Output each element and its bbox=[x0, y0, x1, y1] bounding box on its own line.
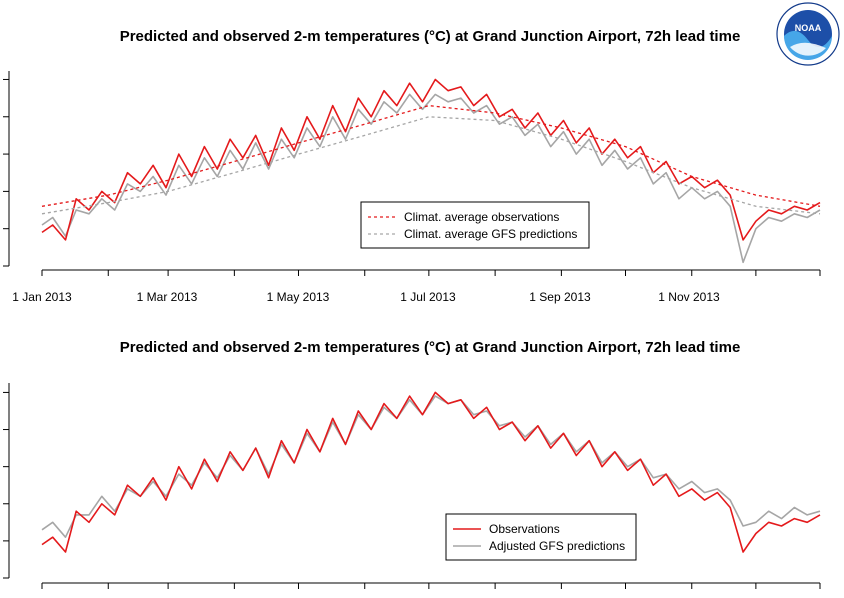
noaa-logo-text: NOAA bbox=[795, 23, 822, 33]
chart-top-x-axis bbox=[41, 269, 821, 276]
chart-top-series-gfs-predictions bbox=[41, 93, 821, 264]
legend-label-observations: Observations bbox=[489, 522, 560, 536]
legend-label-climat-gfs: Climat. average GFS predictions bbox=[404, 227, 577, 241]
noaa-logo: NOAA bbox=[776, 2, 840, 66]
chart-top-series bbox=[41, 78, 821, 264]
x-tick-label-mar: 1 Mar 2013 bbox=[137, 290, 198, 304]
legend-label-adjusted-gfs: Adjusted GFS predictions bbox=[489, 539, 625, 553]
x-tick-label-sep: 1 Sep 2013 bbox=[529, 290, 591, 304]
chart-bottom-series-adjusted-gfs-predictions bbox=[41, 395, 821, 539]
chart-bottom-y-axis bbox=[3, 383, 10, 579]
x-tick-label-nov: 1 Nov 2013 bbox=[658, 290, 720, 304]
x-tick-label-jul: 1 Jul 2013 bbox=[400, 290, 456, 304]
chart-top-legend: Climat. average observations Climat. ave… bbox=[360, 201, 590, 249]
chart-top-legend-box bbox=[360, 201, 590, 249]
x-tick-label-may: 1 May 2013 bbox=[267, 290, 330, 304]
chart-bottom-x-axis bbox=[41, 582, 821, 589]
chart-bottom-legend: Observations Adjusted GFS predictions bbox=[445, 513, 637, 561]
chart-top-series-climat-average-observations bbox=[41, 104, 821, 207]
chart-top-x-tick-labels: 1 Jan 2013 1 Mar 2013 1 May 2013 1 Jul 2… bbox=[12, 290, 720, 304]
legend-label-climat-obs: Climat. average observations bbox=[404, 210, 559, 224]
chart-top-y-axis bbox=[3, 71, 10, 267]
chart-top-series-climat-average-gfs-predictions bbox=[41, 116, 821, 215]
chart-bottom-series-observations bbox=[41, 391, 821, 553]
chart-bottom-series bbox=[41, 391, 821, 553]
chart-top-series-observations bbox=[41, 78, 821, 241]
chart-top-title: Predicted and observed 2-m temperatures … bbox=[120, 28, 741, 45]
chart-bottom: Predicted and observed 2-m temperatures … bbox=[3, 339, 821, 589]
chart-top: Predicted and observed 2-m temperatures … bbox=[3, 28, 821, 304]
x-tick-label-jan: 1 Jan 2013 bbox=[12, 290, 72, 304]
chart-bottom-legend-box bbox=[445, 513, 637, 561]
chart-bottom-title: Predicted and observed 2-m temperatures … bbox=[120, 339, 741, 356]
